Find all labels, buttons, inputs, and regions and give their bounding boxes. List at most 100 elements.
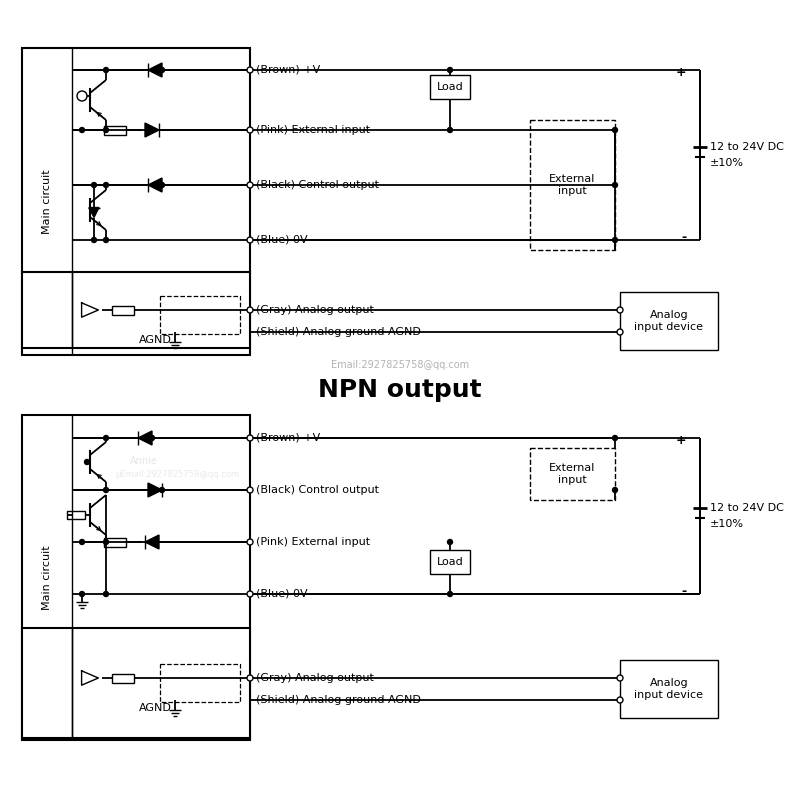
Circle shape — [247, 591, 253, 597]
Circle shape — [91, 238, 97, 242]
Text: Load: Load — [437, 557, 463, 567]
Text: (Black) Control output: (Black) Control output — [256, 180, 379, 190]
Circle shape — [103, 435, 109, 441]
Polygon shape — [148, 63, 162, 77]
Circle shape — [150, 435, 154, 441]
Text: AGND: AGND — [138, 335, 171, 345]
Text: +: + — [675, 434, 686, 446]
Circle shape — [447, 67, 453, 73]
Circle shape — [613, 127, 618, 133]
Bar — [22, 628, 250, 738]
Text: Analog
input device: Analog input device — [634, 678, 703, 700]
Bar — [530, 120, 615, 250]
Circle shape — [159, 182, 165, 187]
Text: (Blue) 0V: (Blue) 0V — [256, 589, 308, 599]
Text: ±10%: ±10% — [710, 519, 744, 529]
Circle shape — [85, 459, 90, 465]
Text: (Blue) 0V: (Blue) 0V — [256, 235, 308, 245]
Circle shape — [613, 435, 618, 441]
Polygon shape — [89, 207, 99, 218]
Polygon shape — [145, 535, 159, 549]
Text: 12 to 24V DC: 12 to 24V DC — [710, 142, 784, 152]
Polygon shape — [148, 178, 162, 192]
Text: (Shield) Analog ground AGND: (Shield) Analog ground AGND — [256, 695, 421, 705]
Circle shape — [247, 539, 253, 545]
Bar — [104, 126, 126, 134]
Text: Load: Load — [437, 82, 463, 92]
Text: (Pink) External input: (Pink) External input — [256, 125, 370, 135]
Circle shape — [247, 237, 253, 243]
Polygon shape — [138, 431, 152, 445]
Circle shape — [103, 238, 109, 242]
Text: Analog
input device: Analog input device — [634, 310, 703, 332]
Circle shape — [447, 127, 453, 133]
Text: NPN output: NPN output — [318, 378, 482, 402]
Text: AGND: AGND — [138, 703, 171, 713]
Circle shape — [103, 539, 109, 545]
Circle shape — [79, 539, 85, 545]
Circle shape — [247, 182, 253, 188]
Bar — [620, 660, 718, 718]
Circle shape — [103, 182, 109, 187]
Text: +: + — [675, 66, 686, 78]
Circle shape — [103, 67, 109, 73]
Bar — [22, 272, 250, 348]
Circle shape — [617, 329, 623, 335]
Text: (Gray) Analog output: (Gray) Analog output — [256, 305, 374, 315]
Circle shape — [79, 127, 85, 133]
Circle shape — [79, 591, 85, 597]
Circle shape — [103, 127, 109, 133]
Bar — [160, 664, 240, 702]
Circle shape — [617, 675, 623, 681]
Text: (Gray) Analog output: (Gray) Analog output — [256, 673, 374, 683]
Polygon shape — [145, 123, 159, 137]
Circle shape — [613, 487, 618, 493]
Text: Main circuit: Main circuit — [42, 169, 52, 234]
Bar — [112, 306, 134, 314]
Text: (Black) Control output: (Black) Control output — [256, 485, 379, 495]
Circle shape — [617, 307, 623, 313]
Text: Main circuit: Main circuit — [42, 545, 52, 610]
Bar — [104, 538, 126, 546]
Text: (Brown) +V: (Brown) +V — [256, 65, 320, 75]
Bar — [67, 511, 85, 519]
Bar — [430, 75, 470, 99]
Circle shape — [247, 675, 253, 681]
Bar — [22, 415, 250, 740]
Polygon shape — [148, 483, 162, 497]
Text: ±10%: ±10% — [710, 158, 744, 168]
Circle shape — [247, 67, 253, 73]
Text: (Brown) +V: (Brown) +V — [256, 433, 320, 443]
Text: µEmail:2927825758@qq.com: µEmail:2927825758@qq.com — [115, 470, 239, 479]
Text: Annie: Annie — [130, 456, 158, 466]
Circle shape — [447, 591, 453, 597]
Bar — [22, 48, 250, 355]
Text: External
input: External input — [550, 174, 596, 196]
Circle shape — [103, 487, 109, 493]
Bar — [112, 674, 134, 682]
Text: (Shield) Analog ground AGND: (Shield) Analog ground AGND — [256, 327, 421, 337]
Circle shape — [103, 591, 109, 597]
Text: External
input: External input — [550, 463, 596, 485]
Circle shape — [159, 67, 165, 73]
Bar — [530, 448, 615, 500]
Circle shape — [613, 182, 618, 187]
Circle shape — [91, 182, 97, 187]
Text: 12 to 24V DC: 12 to 24V DC — [710, 503, 784, 513]
Circle shape — [77, 91, 87, 101]
Bar — [160, 296, 240, 334]
Circle shape — [613, 238, 618, 242]
Circle shape — [247, 307, 253, 313]
Text: -: - — [681, 586, 686, 598]
Bar — [620, 292, 718, 350]
Text: -: - — [681, 231, 686, 245]
Circle shape — [617, 697, 623, 703]
Circle shape — [159, 487, 165, 493]
Circle shape — [447, 539, 453, 545]
Circle shape — [247, 127, 253, 133]
Text: Email:2927825758@qq.com: Email:2927825758@qq.com — [331, 360, 469, 370]
Circle shape — [247, 487, 253, 493]
Bar — [430, 550, 470, 574]
Circle shape — [247, 435, 253, 441]
Text: (Pink) External input: (Pink) External input — [256, 537, 370, 547]
